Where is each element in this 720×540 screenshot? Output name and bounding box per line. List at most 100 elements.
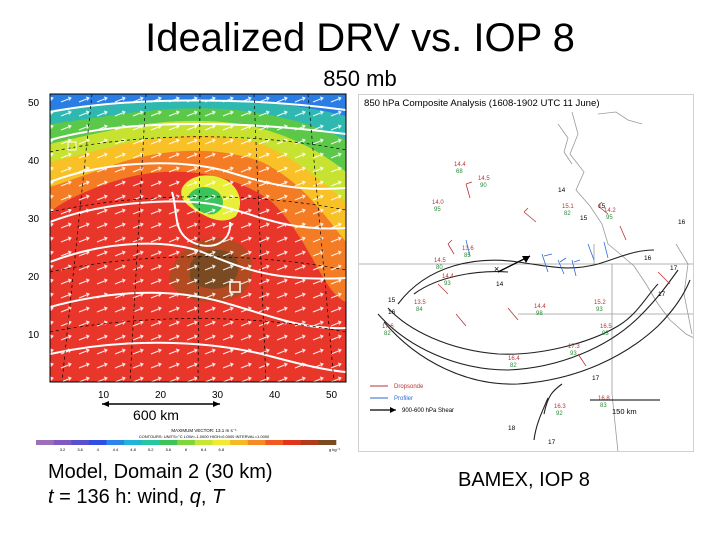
colorbar-swatch	[212, 440, 231, 445]
y-tick: 20	[28, 272, 40, 283]
contour-value: 17	[592, 375, 600, 382]
wind-barbs	[437, 181, 671, 367]
colorbar-tick: 4.4	[113, 447, 119, 452]
contour-value: 16	[678, 219, 686, 226]
colorbar-swatch	[300, 440, 319, 445]
station-temperature: 15.1	[562, 204, 574, 210]
station-humidity: 80	[436, 265, 443, 271]
model-caption-line1: Model, Domain 2 (30 km)	[48, 461, 273, 483]
center-value: 14	[496, 281, 504, 288]
contour-value: 16	[388, 309, 396, 316]
colorbar-swatch	[194, 440, 213, 445]
x-tick: 40	[269, 390, 281, 401]
station-temperature: 16.4	[508, 356, 520, 362]
legend-profiler: Profiler	[394, 396, 413, 402]
station-temperature: 14.0	[432, 200, 444, 206]
station-temperature: 14.4	[442, 274, 454, 280]
vortex-center-mark: ×	[494, 264, 499, 274]
scale-label: 600 km	[133, 407, 179, 423]
colorbar-swatch	[265, 440, 284, 445]
station-temperature: 17.3	[568, 344, 580, 350]
colorbar-swatch	[230, 440, 249, 445]
station-humidity: 93	[596, 307, 603, 313]
station-temperature: 14.2	[604, 208, 616, 214]
station-temperature: 14.4	[534, 304, 546, 310]
station-humidity: 90	[480, 183, 487, 189]
caption-q: q	[189, 486, 201, 508]
colorbar-ticks: 3.2 3.6 4 4.4 4.8 5.2 5.6 6 6.4 6.8	[60, 447, 225, 452]
vortex-marker	[229, 281, 241, 293]
station-observations: 14.46814.59014.09515.18214.29513.68514.5…	[382, 162, 616, 417]
caption-t: t	[48, 486, 54, 508]
y-tick: 50	[28, 98, 40, 109]
station-humidity: 84	[416, 307, 423, 313]
contour-value-labels: 14 15 15 16 16 17 17 17 18 17 15 16	[388, 187, 686, 446]
colorbar-swatch	[106, 440, 125, 445]
station-humidity: 82	[384, 331, 391, 337]
colorbar-swatch	[177, 440, 196, 445]
contour-label: CONTOURS: UNITS=°C LOW=-1.0000 HIGH=0.00…	[139, 434, 270, 439]
colorbar-swatch	[283, 440, 302, 445]
shear-arrow: ×	[494, 255, 531, 274]
colorbar-swatch	[159, 440, 178, 445]
y-tick: 40	[28, 156, 40, 167]
composite-analysis-figure: 850 hPa Composite Analysis (1608-1902 UT…	[358, 94, 694, 452]
station-temperature: 16.8	[598, 396, 610, 402]
colorbar-swatch	[141, 440, 160, 445]
caption-eq: = 136 h: wind,	[53, 486, 190, 508]
bamex-caption: BAMEX, IOP 8	[458, 469, 590, 491]
station-temperature: 14.5	[434, 258, 446, 264]
analysis-scale-label: 150 km	[612, 407, 637, 416]
station-humidity: 92	[556, 411, 563, 417]
max-vector-label: MAXIMUM VECTOR: 13.1 m s⁻¹	[171, 428, 237, 433]
colorbar-tick: 5.2	[148, 447, 154, 452]
station-humidity: 93	[570, 351, 577, 357]
colorbar-tick: 6.4	[201, 447, 207, 452]
model-field-figure: 50 40 30 20 10 10 20 30 40 50 600 km MAX…	[28, 93, 347, 452]
station-temperature: 17.6	[382, 324, 394, 330]
distance-scale: 600 km	[102, 401, 220, 424]
contour-value: 15	[580, 215, 588, 222]
x-tick: 20	[155, 390, 167, 401]
station-humidity: 68	[456, 169, 463, 175]
colorbar-tick: 3.6	[77, 447, 83, 452]
contour-value: 15	[388, 297, 396, 304]
temperature-contours	[50, 99, 346, 373]
x-tick: 50	[326, 390, 338, 401]
colorbar-tick: 6	[185, 447, 188, 452]
model-caption-line2: t = 136 h: wind, q, T	[48, 485, 273, 510]
contour-value: 14	[558, 187, 566, 194]
analysis-header: 850 hPa Composite Analysis (1608-1902 UT…	[364, 98, 600, 109]
caption-comma: ,	[200, 486, 213, 508]
legend: Dropsonde Profiler 900-600 hPa Shear	[370, 384, 454, 414]
x-tick: 10	[98, 390, 110, 401]
model-caption: Model, Domain 2 (30 km) t = 136 h: wind,…	[48, 460, 273, 510]
station-humidity: 95	[606, 215, 613, 221]
legend-shear: 900-600 hPa Shear	[402, 408, 454, 414]
station-temperature: 16.3	[554, 404, 566, 410]
colorbar-tick: 3.2	[60, 447, 66, 452]
contour-value: 16	[644, 255, 652, 262]
colorbar	[36, 440, 337, 445]
caption-T: T	[212, 486, 225, 508]
lat-lon-grid	[50, 94, 346, 382]
colorbar-units: g kg⁻¹	[329, 447, 341, 452]
colorbar-swatch	[71, 440, 90, 445]
profiler-barbs	[465, 239, 609, 277]
colorbar-swatch	[53, 440, 72, 445]
colorbar-swatch	[247, 440, 266, 445]
y-axis: 50 40 30 20 10	[28, 98, 40, 341]
colorbar-tick: 6.8	[219, 447, 225, 452]
station-temperature: 15.2	[594, 300, 606, 306]
station-temperature: 14.4	[454, 162, 466, 168]
colorbar-swatch	[318, 440, 337, 445]
slide-title: Idealized DRV vs. IOP 8	[145, 16, 575, 60]
analysis-contours	[377, 249, 691, 441]
y-tick: 10	[28, 330, 40, 341]
station-temperature: 13.5	[414, 300, 426, 306]
legend-dropsonde: Dropsonde	[394, 384, 424, 390]
contour-value: 18	[508, 425, 516, 432]
domain-marker	[67, 141, 77, 151]
colorbar-swatch	[124, 440, 143, 445]
y-tick: 30	[28, 214, 40, 225]
